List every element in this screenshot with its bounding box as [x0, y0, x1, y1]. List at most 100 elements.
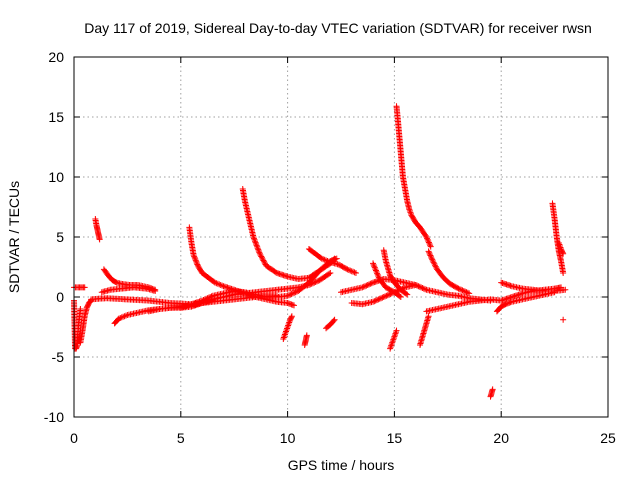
- data-point: [426, 240, 433, 247]
- series-segment-s16: [323, 316, 338, 332]
- data-point: [303, 332, 310, 339]
- data-point: [77, 306, 84, 312]
- series-segment-s14: [301, 332, 310, 348]
- data-point: [323, 257, 330, 264]
- series-segment-s24: [423, 284, 565, 315]
- data-point: [192, 256, 199, 263]
- data-point: [431, 262, 438, 269]
- data-point: [368, 280, 375, 287]
- series-segment-s20: [380, 247, 411, 298]
- data-point: [425, 313, 432, 320]
- data-point: [259, 256, 266, 263]
- data-point: [379, 294, 386, 301]
- data-point: [378, 295, 385, 302]
- data-point: [372, 297, 379, 304]
- series-segment-s11: [239, 186, 338, 282]
- data-point: [363, 282, 370, 289]
- data-point: [560, 250, 567, 257]
- data-point: [96, 236, 103, 243]
- data-point: [403, 290, 410, 297]
- data-point: [288, 313, 295, 320]
- data-point: [115, 315, 122, 322]
- data-point: [348, 268, 355, 275]
- data-point: [214, 280, 221, 287]
- data-point: [285, 292, 292, 299]
- data-point: [261, 260, 268, 267]
- data-point: [261, 258, 268, 265]
- data-point: [418, 284, 425, 291]
- data-point: [191, 253, 198, 260]
- data-point: [427, 252, 434, 259]
- data-point: [362, 283, 369, 290]
- data-point: [250, 235, 257, 242]
- data-point: [194, 261, 201, 268]
- data-point: [252, 238, 259, 245]
- data-point: [121, 313, 128, 320]
- data-point: [426, 249, 433, 256]
- data-point: [253, 242, 260, 249]
- chart-title: Day 117 of 2019, Sidereal Day-to-day VTE…: [84, 20, 592, 36]
- data-point: [347, 267, 354, 274]
- data-point: [260, 257, 267, 264]
- data-point: [315, 277, 322, 284]
- data-point: [308, 280, 315, 287]
- series-segment-s19: [370, 260, 404, 300]
- data-point: [191, 254, 198, 261]
- series-segment-s13: [280, 313, 295, 342]
- data-point: [321, 256, 328, 263]
- data-point: [370, 261, 377, 268]
- data-point: [313, 278, 320, 285]
- data-point: [257, 252, 264, 259]
- data-point: [213, 280, 220, 287]
- data-point: [427, 243, 434, 250]
- data-point: [351, 269, 358, 276]
- data-point: [373, 268, 380, 275]
- data-point: [426, 251, 433, 258]
- data-point: [193, 258, 200, 265]
- data-point: [396, 293, 403, 300]
- data-point: [343, 265, 350, 272]
- data-point: [431, 260, 438, 267]
- data-points: [71, 103, 569, 400]
- data-point: [456, 286, 463, 293]
- series-segment-s07: [98, 284, 159, 296]
- data-point: [372, 266, 379, 273]
- data-point: [383, 292, 390, 299]
- x-tick-label: 25: [600, 430, 616, 446]
- series-segment-s26: [487, 386, 496, 400]
- data-point: [382, 293, 389, 300]
- data-point: [289, 290, 296, 297]
- data-point: [345, 267, 352, 273]
- data-point: [422, 232, 429, 239]
- series-segment-s03: [77, 297, 95, 346]
- data-point: [374, 271, 381, 278]
- data-point: [372, 267, 379, 274]
- data-point: [320, 256, 327, 263]
- data-point: [219, 282, 226, 289]
- data-point: [325, 258, 332, 265]
- data-point: [327, 270, 334, 276]
- data-point: [420, 285, 427, 292]
- data-point: [364, 282, 371, 288]
- data-point: [251, 236, 258, 243]
- data-point: [460, 288, 467, 294]
- data-point: [193, 260, 200, 267]
- data-point: [560, 270, 567, 276]
- data-point: [352, 270, 359, 276]
- data-point: [359, 284, 366, 291]
- y-tick-label: 20: [48, 49, 64, 65]
- series-segment-s30: [555, 240, 567, 257]
- data-point: [366, 281, 373, 288]
- data-point: [253, 241, 260, 247]
- data-point: [428, 255, 435, 262]
- y-tick-label: 10: [48, 169, 64, 185]
- data-point: [371, 263, 378, 270]
- data-point: [312, 279, 319, 285]
- data-point: [326, 270, 333, 277]
- data-point: [344, 266, 351, 273]
- x-tick-label: 0: [70, 430, 78, 446]
- plot-frame: [73, 56, 609, 418]
- series-segment-s12: [177, 270, 334, 311]
- data-point: [376, 295, 383, 302]
- data-point: [122, 312, 129, 319]
